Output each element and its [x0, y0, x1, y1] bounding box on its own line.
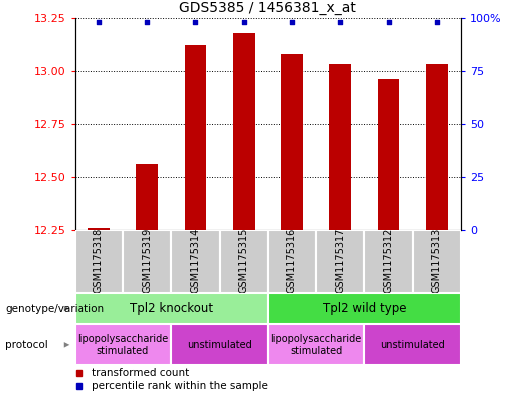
Point: [191, 19, 199, 25]
Bar: [377, 79, 399, 230]
Bar: [136, 164, 158, 230]
Bar: [88, 228, 110, 230]
Bar: [268, 324, 365, 365]
Point: [433, 19, 441, 25]
Text: genotype/variation: genotype/variation: [5, 303, 104, 314]
Text: Tpl2 wild type: Tpl2 wild type: [322, 302, 406, 315]
Bar: [184, 45, 206, 230]
Point: [95, 19, 103, 25]
Text: GSM1175319: GSM1175319: [142, 228, 152, 293]
Bar: [268, 230, 316, 293]
Text: Tpl2 knockout: Tpl2 knockout: [130, 302, 213, 315]
Text: unstimulated: unstimulated: [380, 340, 445, 350]
Title: GDS5385 / 1456381_x_at: GDS5385 / 1456381_x_at: [179, 1, 356, 15]
Text: GSM1175314: GSM1175314: [191, 228, 200, 293]
Point: [143, 19, 151, 25]
Text: GSM1175312: GSM1175312: [384, 228, 393, 293]
Bar: [75, 324, 171, 365]
Bar: [426, 64, 448, 230]
Text: percentile rank within the sample: percentile rank within the sample: [92, 381, 268, 391]
Point: [288, 19, 296, 25]
Text: GSM1175318: GSM1175318: [94, 228, 104, 293]
Bar: [365, 324, 461, 365]
Text: unstimulated: unstimulated: [187, 340, 252, 350]
Bar: [171, 230, 219, 293]
Point: [384, 19, 392, 25]
Bar: [75, 293, 268, 324]
Bar: [219, 230, 268, 293]
Text: lipopolysaccharide
stimulated: lipopolysaccharide stimulated: [270, 334, 362, 356]
Bar: [365, 230, 413, 293]
Text: transformed count: transformed count: [92, 368, 190, 378]
Point: [336, 19, 345, 25]
Bar: [413, 230, 461, 293]
Text: GSM1175313: GSM1175313: [432, 228, 442, 293]
Bar: [233, 33, 254, 230]
Bar: [75, 230, 123, 293]
Text: lipopolysaccharide
stimulated: lipopolysaccharide stimulated: [77, 334, 168, 356]
Bar: [281, 54, 303, 230]
Bar: [316, 230, 365, 293]
Bar: [123, 230, 171, 293]
Text: GSM1175316: GSM1175316: [287, 228, 297, 293]
Bar: [268, 293, 461, 324]
Text: protocol: protocol: [5, 340, 48, 350]
Text: GSM1175315: GSM1175315: [238, 228, 249, 293]
Bar: [171, 324, 268, 365]
Bar: [330, 64, 351, 230]
Point: [239, 19, 248, 25]
Text: GSM1175317: GSM1175317: [335, 228, 345, 293]
